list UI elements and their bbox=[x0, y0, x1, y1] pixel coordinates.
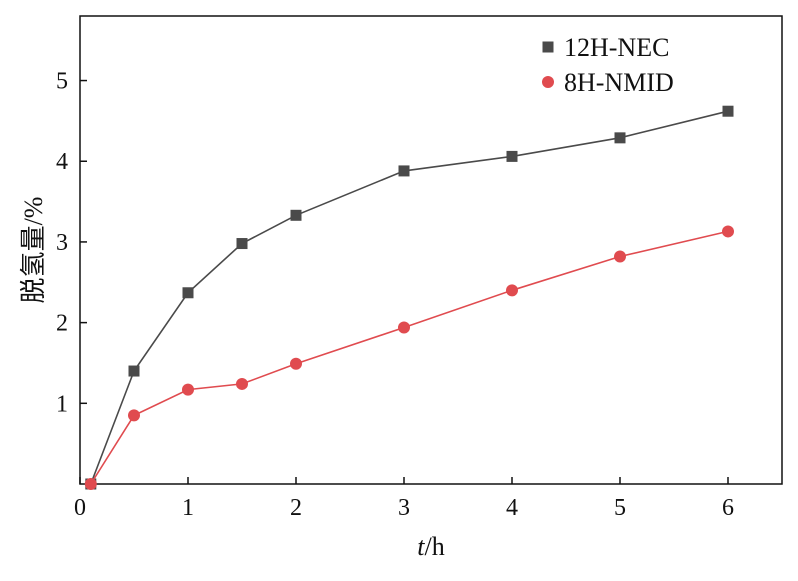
data-point bbox=[614, 250, 626, 263]
y-tick-label: 2 bbox=[56, 311, 68, 337]
series-layer bbox=[84, 105, 734, 490]
data-point bbox=[290, 209, 302, 221]
data-point bbox=[236, 377, 248, 390]
data-point bbox=[128, 365, 140, 377]
x-axis-title-unit: /h bbox=[425, 532, 445, 561]
x-tick-label: 6 bbox=[722, 495, 734, 521]
x-tick-label: 1 bbox=[182, 495, 194, 521]
y-axis-title: 脱氢量/% bbox=[19, 197, 48, 304]
series-12h-nec bbox=[85, 105, 734, 490]
series-line bbox=[90, 230, 729, 485]
plot-frame bbox=[79, 15, 783, 485]
x-tick-label: 3 bbox=[398, 495, 410, 521]
data-point bbox=[722, 105, 734, 117]
y-tick-label: 5 bbox=[56, 69, 68, 95]
y-tick-label: 4 bbox=[56, 149, 68, 175]
x-axis-title-symbol: t bbox=[417, 532, 425, 561]
x-axis-title: t/h bbox=[417, 532, 444, 561]
legend-label: 8H-NMID bbox=[564, 68, 674, 97]
legend-label: 12H-NEC bbox=[564, 33, 669, 62]
data-point bbox=[182, 287, 194, 299]
data-point bbox=[614, 132, 626, 144]
data-point bbox=[398, 165, 410, 177]
y-axis: 1 2 3 4 5 bbox=[56, 69, 87, 417]
x-axis: 0 1 2 3 4 5 6 bbox=[74, 477, 734, 521]
data-point bbox=[506, 284, 518, 297]
x-tick-label: 2 bbox=[290, 495, 302, 521]
data-point bbox=[290, 357, 302, 370]
x-tick-label: 0 bbox=[74, 495, 86, 521]
series-8h-nmid bbox=[84, 225, 734, 490]
data-point bbox=[84, 478, 97, 490]
legend-marker bbox=[542, 41, 554, 53]
x-tick-label: 4 bbox=[506, 495, 518, 521]
data-point bbox=[722, 225, 734, 238]
legend-marker bbox=[542, 76, 554, 88]
data-point bbox=[182, 383, 194, 396]
data-point bbox=[236, 238, 248, 250]
data-point bbox=[128, 409, 140, 422]
y-tick-label: 1 bbox=[56, 391, 68, 417]
data-point bbox=[398, 321, 410, 334]
x-tick-label: 5 bbox=[614, 495, 626, 521]
legend: 12H-NEC 8H-NMID bbox=[542, 33, 674, 97]
y-tick-label: 3 bbox=[56, 230, 68, 256]
data-point bbox=[506, 150, 518, 162]
